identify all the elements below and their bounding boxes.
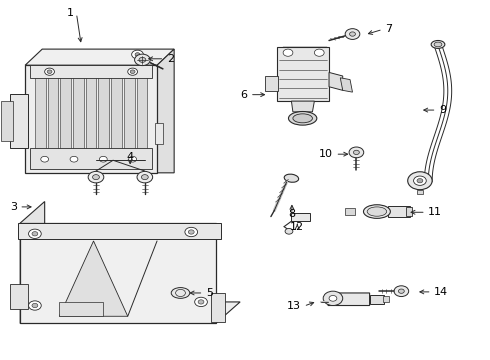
Text: 5: 5 — [206, 288, 213, 298]
Bar — [369, 295, 384, 304]
Bar — [20, 223, 216, 323]
Text: 13: 13 — [287, 301, 301, 311]
Bar — [406, 207, 412, 216]
Ellipse shape — [364, 205, 391, 219]
Circle shape — [345, 29, 360, 40]
Bar — [155, 123, 163, 144]
Ellipse shape — [431, 41, 445, 48]
Polygon shape — [157, 49, 174, 173]
Bar — [0, 101, 13, 140]
Polygon shape — [265, 76, 278, 91]
Polygon shape — [277, 47, 329, 101]
Text: 8: 8 — [288, 209, 295, 219]
Circle shape — [408, 172, 432, 190]
Circle shape — [329, 296, 337, 301]
Circle shape — [70, 156, 78, 162]
Bar — [292, 213, 310, 221]
Polygon shape — [20, 202, 45, 323]
Text: 7: 7 — [385, 24, 392, 35]
Bar — [417, 190, 423, 194]
Ellipse shape — [289, 112, 317, 125]
Circle shape — [128, 68, 138, 75]
Circle shape — [349, 32, 355, 36]
Bar — [30, 65, 152, 78]
Circle shape — [394, 286, 409, 297]
Polygon shape — [35, 76, 46, 158]
Bar — [25, 65, 157, 173]
Ellipse shape — [434, 42, 442, 47]
Polygon shape — [279, 47, 327, 58]
Bar — [388, 206, 410, 217]
Circle shape — [323, 291, 343, 306]
Bar — [345, 208, 355, 215]
Circle shape — [41, 156, 49, 162]
Polygon shape — [292, 101, 315, 112]
Circle shape — [88, 171, 104, 183]
Circle shape — [353, 150, 359, 154]
Circle shape — [129, 156, 137, 162]
Circle shape — [32, 231, 38, 236]
Text: 9: 9 — [439, 105, 446, 115]
Ellipse shape — [367, 207, 387, 216]
Polygon shape — [86, 76, 97, 158]
Text: 1: 1 — [67, 8, 74, 18]
Circle shape — [93, 175, 99, 180]
Circle shape — [28, 229, 41, 238]
Circle shape — [198, 300, 204, 304]
Polygon shape — [25, 49, 174, 65]
Polygon shape — [137, 76, 147, 158]
Circle shape — [195, 297, 207, 307]
Text: 14: 14 — [434, 287, 448, 297]
Circle shape — [349, 147, 364, 158]
Polygon shape — [340, 78, 352, 92]
Ellipse shape — [171, 288, 190, 298]
Polygon shape — [124, 76, 135, 158]
Bar — [383, 296, 389, 302]
Text: 12: 12 — [290, 222, 304, 232]
Circle shape — [285, 228, 293, 234]
Bar — [30, 148, 152, 169]
Circle shape — [315, 49, 324, 56]
Circle shape — [398, 289, 404, 293]
Bar — [211, 293, 225, 321]
Circle shape — [137, 171, 153, 183]
Ellipse shape — [293, 114, 313, 123]
Bar — [18, 223, 220, 239]
Polygon shape — [329, 72, 343, 90]
Bar — [59, 302, 103, 316]
Circle shape — [188, 230, 194, 234]
Ellipse shape — [284, 174, 298, 182]
Circle shape — [132, 50, 144, 59]
Polygon shape — [60, 76, 71, 158]
Circle shape — [142, 175, 148, 180]
Text: 2: 2 — [167, 54, 174, 64]
Polygon shape — [111, 76, 122, 158]
Circle shape — [32, 303, 38, 308]
Text: 4: 4 — [126, 152, 134, 162]
Circle shape — [99, 156, 107, 162]
Polygon shape — [48, 76, 58, 158]
Polygon shape — [73, 76, 84, 158]
Circle shape — [417, 179, 423, 183]
Circle shape — [47, 70, 52, 73]
Polygon shape — [20, 302, 240, 323]
Circle shape — [130, 70, 135, 73]
Circle shape — [414, 176, 426, 185]
Polygon shape — [59, 241, 128, 316]
Polygon shape — [10, 284, 27, 309]
Circle shape — [283, 49, 293, 56]
Circle shape — [45, 68, 54, 75]
Circle shape — [28, 301, 41, 310]
Circle shape — [135, 53, 140, 56]
Text: 6: 6 — [241, 90, 247, 100]
Text: 3: 3 — [10, 202, 17, 212]
Text: 11: 11 — [428, 207, 442, 217]
Circle shape — [185, 227, 197, 237]
Bar — [10, 94, 27, 148]
Text: 10: 10 — [319, 149, 333, 159]
Circle shape — [139, 57, 146, 62]
Polygon shape — [328, 293, 369, 306]
Polygon shape — [98, 76, 109, 158]
Circle shape — [135, 54, 150, 66]
